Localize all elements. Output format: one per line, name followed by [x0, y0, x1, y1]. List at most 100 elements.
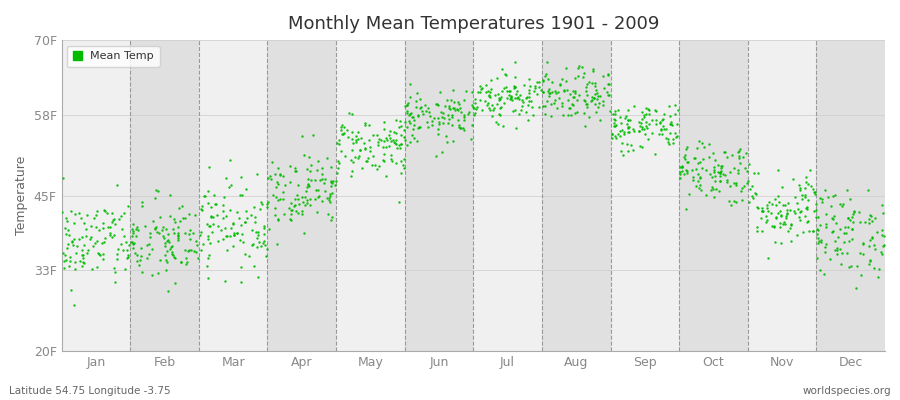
- Point: [551, 89, 565, 95]
- Point: [246, 241, 260, 247]
- Point: [621, 129, 635, 136]
- Point: [799, 205, 814, 211]
- Point: [617, 115, 632, 122]
- Point: [500, 95, 515, 101]
- Point: [652, 120, 667, 126]
- Point: [376, 138, 391, 144]
- Point: [588, 83, 602, 89]
- Text: Latitude 54.75 Longitude -3.75: Latitude 54.75 Longitude -3.75: [9, 386, 171, 396]
- Point: [98, 208, 112, 214]
- Point: [406, 126, 420, 133]
- Point: [539, 71, 554, 77]
- Point: [507, 85, 521, 91]
- Point: [202, 223, 216, 230]
- Point: [376, 150, 391, 157]
- Point: [656, 116, 670, 122]
- Point: [203, 214, 218, 220]
- Point: [174, 259, 188, 265]
- Point: [713, 170, 727, 177]
- Point: [183, 227, 197, 233]
- Point: [635, 144, 650, 150]
- Point: [431, 126, 446, 133]
- Point: [674, 164, 688, 171]
- Point: [95, 251, 110, 258]
- Point: [698, 192, 713, 199]
- Point: [648, 121, 662, 128]
- Point: [236, 239, 250, 246]
- Point: [508, 107, 522, 113]
- Point: [705, 174, 719, 180]
- Point: [106, 264, 121, 271]
- Point: [503, 95, 517, 101]
- Point: [635, 116, 650, 122]
- Point: [328, 182, 342, 188]
- Point: [402, 139, 417, 145]
- Point: [194, 247, 208, 253]
- Point: [674, 163, 688, 170]
- Point: [845, 236, 859, 242]
- Point: [220, 247, 235, 254]
- Point: [564, 101, 579, 107]
- Point: [67, 236, 81, 242]
- Point: [358, 121, 373, 128]
- Point: [834, 260, 849, 267]
- Point: [828, 246, 842, 253]
- Bar: [542, 40, 610, 351]
- Point: [239, 186, 254, 193]
- Point: [653, 126, 668, 133]
- Point: [121, 254, 135, 260]
- Point: [673, 169, 688, 176]
- Point: [191, 255, 205, 261]
- Point: [874, 249, 888, 255]
- Point: [410, 90, 424, 96]
- Point: [841, 215, 855, 221]
- Point: [555, 112, 570, 118]
- Point: [434, 109, 448, 116]
- Point: [485, 112, 500, 119]
- Point: [653, 126, 668, 132]
- Point: [601, 80, 616, 87]
- Point: [609, 135, 624, 141]
- Point: [425, 117, 439, 124]
- Point: [704, 187, 718, 194]
- Point: [578, 98, 592, 104]
- Point: [591, 100, 606, 106]
- Point: [493, 104, 508, 111]
- Point: [321, 197, 336, 204]
- Point: [862, 261, 877, 267]
- Point: [126, 230, 140, 237]
- Point: [284, 207, 299, 213]
- Point: [162, 238, 176, 245]
- Point: [173, 218, 187, 224]
- Point: [234, 174, 248, 181]
- Point: [494, 66, 508, 72]
- Bar: [610, 40, 680, 351]
- Point: [292, 196, 306, 202]
- Point: [662, 136, 676, 142]
- Point: [300, 200, 314, 206]
- Point: [795, 192, 809, 199]
- Point: [209, 201, 223, 207]
- Point: [702, 171, 716, 178]
- Point: [405, 114, 419, 121]
- Point: [662, 121, 677, 127]
- Point: [572, 63, 587, 70]
- Point: [414, 103, 428, 110]
- Point: [116, 247, 130, 254]
- Point: [483, 86, 498, 93]
- Point: [663, 120, 678, 127]
- Point: [503, 96, 517, 102]
- Point: [751, 205, 765, 211]
- Point: [793, 187, 807, 194]
- Point: [203, 204, 218, 210]
- Point: [413, 124, 428, 130]
- Point: [200, 263, 214, 270]
- Point: [570, 109, 584, 116]
- Point: [393, 132, 408, 138]
- Point: [297, 194, 311, 200]
- Point: [335, 122, 349, 128]
- Point: [276, 195, 291, 202]
- Point: [171, 233, 185, 239]
- Point: [531, 104, 545, 110]
- Point: [382, 132, 396, 138]
